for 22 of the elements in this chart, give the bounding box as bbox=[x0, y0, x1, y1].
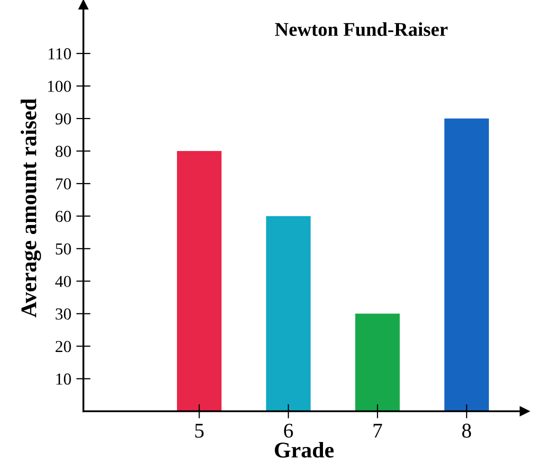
y-tick-label: 20 bbox=[56, 340, 71, 352]
bar bbox=[266, 216, 311, 412]
y-tick-label: 50 bbox=[56, 243, 71, 255]
y-tick-label: 60 bbox=[56, 210, 71, 222]
y-axis-title: Average amount raised bbox=[20, 98, 42, 318]
y-tick-label: 90 bbox=[55, 113, 71, 124]
x-tick-label: 7 bbox=[374, 424, 382, 438]
x-axis-title: Grade bbox=[274, 442, 334, 458]
y-tick-label: 10 bbox=[56, 373, 71, 385]
y-tick-label: 40 bbox=[55, 276, 71, 288]
text: Newton Fund-Raiser bbox=[275, 22, 448, 36]
y-tick-label: 70 bbox=[56, 178, 71, 190]
y-tick-label: 100 bbox=[48, 80, 71, 92]
y-tick-label: 30 bbox=[56, 308, 71, 320]
x-tick-label: 8 bbox=[462, 424, 472, 438]
y-tick-label: 110 bbox=[48, 48, 71, 60]
bar bbox=[444, 118, 489, 412]
x-tick-label: 6 bbox=[284, 424, 293, 438]
bar bbox=[355, 314, 400, 412]
x-tick-label: 5 bbox=[195, 424, 204, 438]
bar bbox=[176, 151, 222, 412]
y-tick-label: 80 bbox=[56, 146, 71, 158]
